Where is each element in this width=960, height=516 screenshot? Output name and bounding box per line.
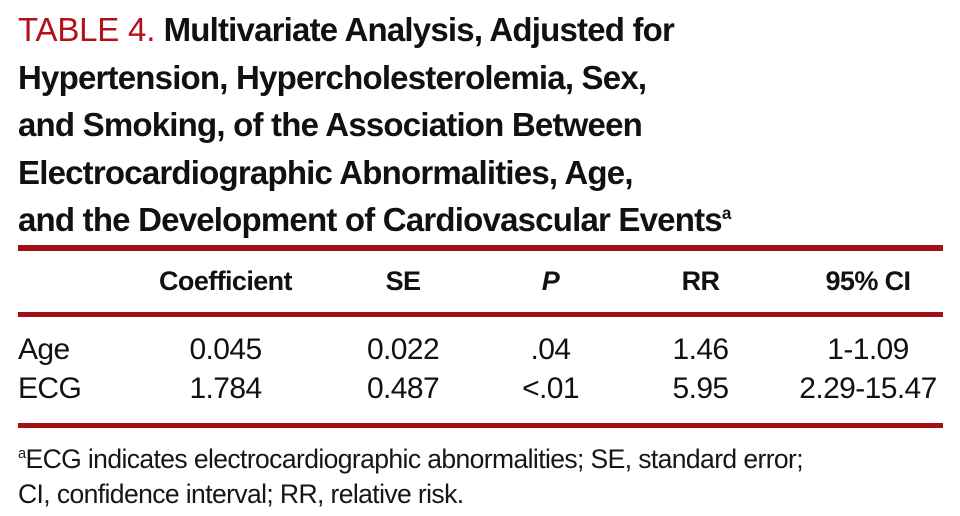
title-line: Electrocardiographic Abnormalities, Age,	[18, 153, 634, 191]
column-header-ci: 95% CI	[825, 265, 912, 296]
title-footnote-marker: a	[721, 203, 732, 223]
column-header-coefficient: Coefficient	[159, 265, 293, 296]
title-line: and Smoking, of the Association Between	[18, 106, 643, 143]
cell-rr: 1.46	[672, 332, 730, 366]
cell-se: 0.487	[366, 371, 440, 405]
cell-p: <.01	[522, 371, 579, 405]
footnote-marker: a	[18, 445, 26, 462]
title-line: TABLE 4. Multivariate Analysis, Adjusted…	[18, 6, 943, 54]
title-text: and the Development of Cardiovascular Ev…	[18, 201, 723, 238]
cell-p: .04	[530, 332, 572, 366]
table-row-age: Age 0.045 0.022 .04 1.46 1-1.09	[18, 314, 943, 369]
column-header-p: P	[541, 265, 560, 296]
cell-coefficient: 0.045	[189, 332, 262, 366]
cell-ci: 2.29-15.47	[799, 371, 937, 405]
column-header-rr: RR	[681, 265, 720, 296]
column-header-empty	[18, 248, 138, 315]
cell-rr: 5.95	[672, 371, 730, 405]
cell-se: 0.022	[366, 332, 440, 366]
footnote-line: ECG indicates electrocardiographic abnor…	[25, 443, 804, 474]
cell-coefficient: 1.784	[189, 371, 262, 405]
title-line: and the Development of Cardiovascular Ev…	[18, 196, 943, 244]
title-line: Hypertension, Hypercholesterolemia, Sex,	[18, 58, 647, 96]
table-title: TABLE 4. Multivariate Analysis, Adjusted…	[18, 6, 943, 244]
footnote-line: CI, confidence interval; RR, relative ri…	[18, 478, 464, 509]
column-header-se: SE	[385, 265, 421, 296]
cell-ci: 1-1.09	[827, 332, 909, 366]
table-number-label: TABLE 4.	[18, 11, 156, 48]
title-text: Multivariate Analysis, Adjusted for	[163, 11, 675, 48]
row-label: ECG	[18, 371, 82, 405]
multivariate-analysis-table: Coefficient SE P RR 95% CI Age 0.045 0.0…	[18, 244, 943, 428]
table-footnote: aECG indicates electrocardiographic abno…	[18, 442, 943, 512]
row-label: Age	[18, 332, 70, 366]
header-row: Coefficient SE P RR 95% CI	[18, 248, 943, 315]
table-row-ecg: ECG 1.784 0.487 <.01 5.95 2.29-15.47	[18, 369, 943, 426]
